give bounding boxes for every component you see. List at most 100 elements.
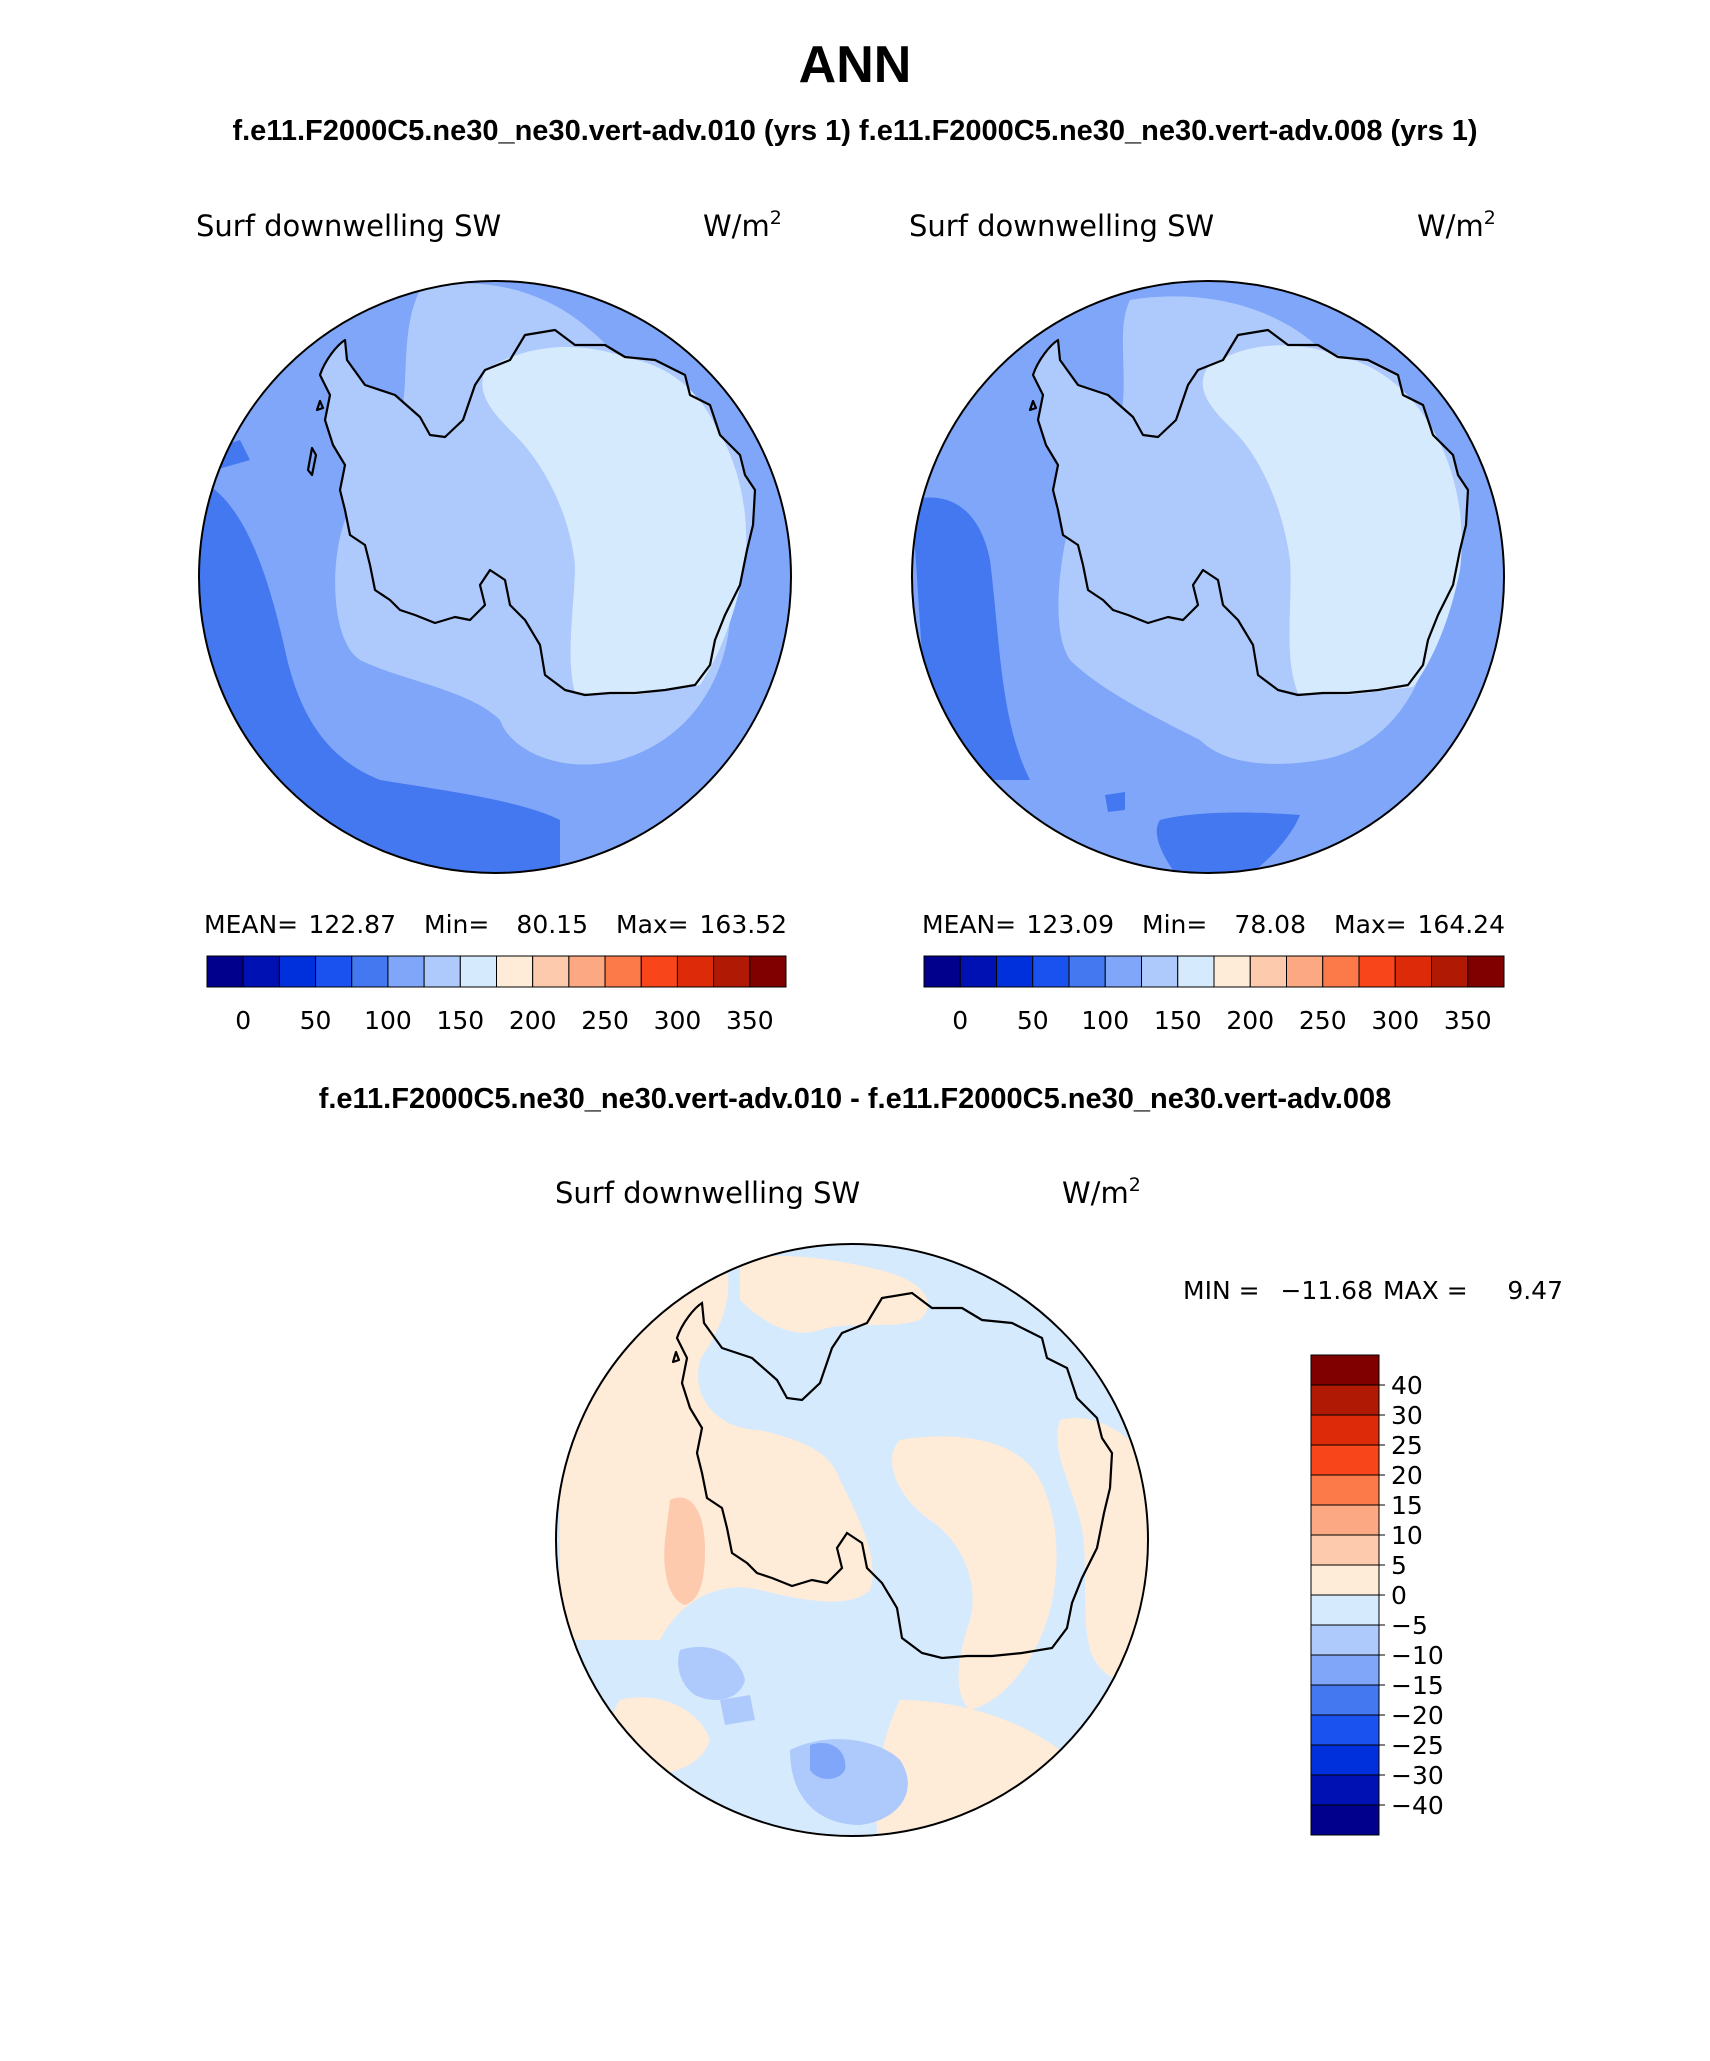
colorbar-swatch — [351, 955, 389, 988]
colorbar-tick-label: 200 — [1226, 1006, 1274, 1035]
colorbar-swatch — [1032, 955, 1070, 988]
colorbar-swatch — [676, 955, 715, 988]
panel-2: Surf downwelling SW W/m2 MEAN= 123.09 Mi… — [909, 207, 1505, 1035]
colorbar-tick-label: 0 — [952, 1006, 968, 1035]
strong-negative-region — [810, 1742, 846, 1779]
colorbar-swatch — [496, 955, 534, 988]
colorbar-tick-label: 300 — [654, 1006, 702, 1035]
colorbar-tick-label: 5 — [1391, 1551, 1407, 1580]
colorbar-swatch — [1310, 1564, 1380, 1596]
colorbar-swatch — [1310, 1384, 1380, 1416]
colorbar-tick-label: 150 — [436, 1006, 484, 1035]
colorbar-swatch — [1394, 955, 1432, 988]
figure-title: ANN — [799, 36, 912, 94]
diff-variable: Surf downwelling SW — [555, 1176, 860, 1210]
negative-diff-region — [678, 1646, 745, 1700]
colorbar-swatch — [1310, 1444, 1380, 1476]
colorbar-tick-label: 250 — [1299, 1006, 1347, 1035]
colorbar-swatch — [604, 955, 642, 988]
panel-2-map — [912, 281, 1504, 873]
panel-1-units: W/m2 — [703, 207, 782, 243]
low-sw-region — [200, 480, 560, 873]
min-value: 78.08 — [1234, 910, 1306, 939]
colorbar-tick-label: 250 — [581, 1006, 629, 1035]
colorbar-swatch — [959, 955, 997, 988]
positive-diff-region — [1057, 1418, 1148, 1684]
max-value: 9.47 — [1507, 1276, 1563, 1305]
colorbar-tick-label: 20 — [1391, 1461, 1423, 1490]
panel-2-map-border — [911, 280, 1505, 874]
mean-label: MEAN= — [204, 910, 298, 939]
colorbar-swatch — [315, 955, 353, 988]
high-sw-plateau — [1202, 345, 1462, 695]
colorbar-tick-label: −40 — [1391, 1791, 1444, 1820]
panel-2-stats: MEAN= 123.09 Min= 78.08 Max= 164.24 — [922, 910, 1505, 939]
colorbar-swatch — [1286, 955, 1324, 988]
colorbar-tick-label: 10 — [1391, 1521, 1423, 1550]
colorbar-swatch — [1310, 1414, 1380, 1446]
colorbar-swatch — [1322, 955, 1360, 988]
panel-2-units: W/m2 — [1417, 207, 1496, 243]
max-label: Max= — [1334, 910, 1407, 939]
colorbar-tick-label: 0 — [235, 1006, 251, 1035]
min-value: 80.15 — [516, 910, 588, 939]
max-value: 164.24 — [1418, 910, 1505, 939]
colorbar-tick-label: 100 — [1081, 1006, 1129, 1035]
mean-label: MEAN= — [922, 910, 1016, 939]
negative-diff-region — [720, 1695, 755, 1725]
low-sw-region — [1156, 812, 1300, 873]
antarctica-continent — [318, 328, 757, 697]
colorbar-tick-label: 350 — [1444, 1006, 1492, 1035]
colorbar-swatch — [1310, 1624, 1380, 1656]
antarctica-continent — [1031, 328, 1470, 697]
panel-1: Surf downwelling SW W/m2 MEAN= 122.87 Mi… — [196, 207, 792, 1035]
colorbar-swatch — [1310, 1744, 1380, 1776]
colorbar-swatch — [206, 955, 244, 988]
colorbar-tick-label: 350 — [726, 1006, 774, 1035]
colorbar-swatch — [749, 955, 787, 988]
high-sw-plateau — [482, 347, 747, 695]
colorbar-swatch — [1104, 955, 1142, 988]
diff-minmax: MIN = −11.68 MAX = 9.47 — [1183, 1276, 1563, 1305]
min-value: −11.68 — [1280, 1276, 1373, 1305]
panel-2-variable: Surf downwelling SW — [909, 209, 1214, 243]
colorbar-swatch — [1310, 1654, 1380, 1686]
colorbar-swatch — [923, 955, 961, 988]
mean-value: 122.87 — [309, 910, 396, 939]
positive-diff-region — [560, 1250, 873, 1640]
colorbar-swatch — [387, 955, 425, 988]
colorbar-swatch — [242, 955, 280, 988]
colorbar-swatch — [1358, 955, 1396, 988]
colorbar-tick-label: 15 — [1391, 1491, 1423, 1520]
colorbar-tick-label: −25 — [1391, 1731, 1444, 1760]
diff-units: W/m2 — [1062, 1174, 1141, 1210]
colorbar-swatch — [1213, 955, 1251, 988]
colorbar-swatch — [1177, 955, 1215, 988]
colorbar-swatch — [1310, 1714, 1380, 1746]
colorbar-swatch — [1068, 955, 1106, 988]
mean-value: 123.09 — [1027, 910, 1114, 939]
colorbar-swatch — [1431, 955, 1469, 988]
max-value: 163.52 — [700, 910, 787, 939]
positive-diff-region — [891, 1436, 1057, 1710]
positive-diff-region — [740, 1255, 928, 1333]
colorbar-tick-label: 150 — [1154, 1006, 1202, 1035]
colorbar-tick-label: 40 — [1391, 1371, 1423, 1400]
panel-1-stats: MEAN= 122.87 Min= 80.15 Max= 163.52 — [204, 910, 787, 939]
max-label: Max= — [616, 910, 689, 939]
colorbar-tick-label: −30 — [1391, 1761, 1444, 1790]
island-outline — [1028, 399, 1038, 412]
colorbar-swatch — [1141, 955, 1179, 988]
colorbar-swatch — [1310, 1774, 1380, 1806]
colorbar-tick-label: 50 — [300, 1006, 332, 1035]
panel-1-map-border — [198, 280, 792, 874]
min-label: MIN = — [1183, 1276, 1260, 1305]
colorbar-tick-label: 0 — [1391, 1581, 1407, 1610]
panel-1-variable: Surf downwelling SW — [196, 209, 501, 243]
panel-2-colorbar: 0 50 100 150 200 250 300 350 — [923, 955, 1505, 1035]
colorbar-swatch — [278, 955, 317, 988]
colorbar-tick-label: 100 — [364, 1006, 412, 1035]
panel-1-map — [199, 281, 791, 873]
